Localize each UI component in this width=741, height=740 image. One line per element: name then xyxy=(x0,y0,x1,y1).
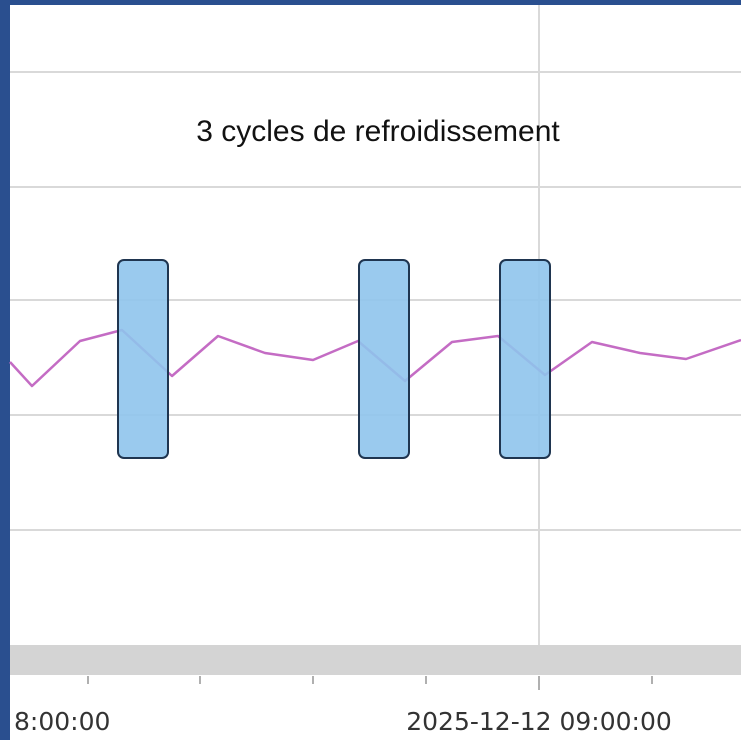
cycle-highlight xyxy=(358,259,410,459)
cycle-highlight xyxy=(117,259,169,459)
cycle-highlight xyxy=(499,259,551,459)
annotation: 3 cycles de refroidissement xyxy=(196,115,560,148)
highlights xyxy=(117,259,551,459)
x-tick-label: 8:00:00 xyxy=(14,707,110,736)
scrollbar[interactable] xyxy=(10,645,741,675)
x-ticks xyxy=(87,676,653,690)
x-tick-label: 2025-12-12 09:00:00 xyxy=(406,707,672,736)
